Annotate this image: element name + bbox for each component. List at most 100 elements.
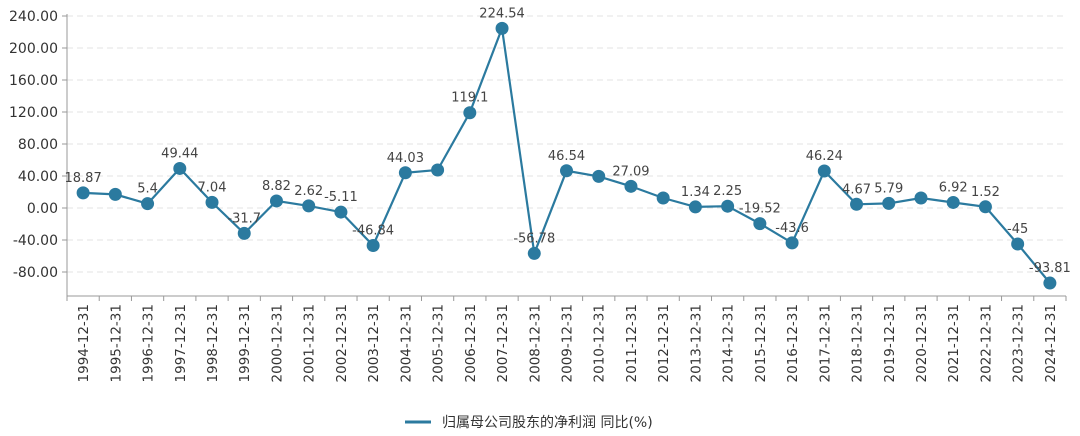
data-point[interactable] (817, 164, 831, 178)
data-label: -45 (1007, 222, 1028, 237)
data-label: 119.1 (451, 91, 488, 106)
x-tick-label: 2009-12-31 (560, 304, 576, 382)
data-point[interactable] (237, 226, 251, 240)
grid-lines (67, 15, 1066, 273)
x-tick-label: 2017-12-31 (817, 304, 833, 382)
data-point[interactable] (269, 194, 283, 208)
x-tick-label: 2002-12-31 (334, 304, 350, 382)
data-point[interactable] (560, 164, 573, 178)
x-axis: 1994-12-31 1995-12-31 1996-12-31 1997-12-31… (66, 296, 1067, 382)
y-axis: -80.00 -40.00 0.00 40.00 80.00 120.00 160.00 20… (9, 9, 67, 281)
x-tick-label: 2000-12-31 (269, 304, 285, 382)
data-point[interactable] (785, 236, 799, 250)
data-label: 224.54 (479, 6, 525, 21)
data-label: 18.87 (65, 171, 102, 186)
data-point[interactable] (721, 199, 735, 213)
x-tick-label: 2018-12-31 (850, 304, 866, 382)
data-label: 27.09 (612, 164, 649, 179)
y-tick-label: 80.00 (18, 137, 58, 153)
data-point[interactable] (850, 197, 864, 211)
data-label: 2.25 (713, 184, 742, 199)
data-point[interactable] (431, 163, 445, 177)
data-point[interactable] (366, 238, 380, 252)
data-point[interactable] (882, 196, 896, 210)
x-tick-label: 2001-12-31 (302, 304, 318, 382)
data-label: 44.03 (387, 151, 424, 166)
x-tick-label: 2023-12-31 (1011, 304, 1027, 382)
y-tick-label: 40.00 (18, 169, 58, 185)
x-tick-label: 1994-12-31 (76, 304, 92, 382)
x-tick-label: 1999-12-31 (237, 304, 253, 382)
x-tick-label: 1998-12-31 (205, 304, 221, 382)
data-label: 7.04 (198, 180, 227, 195)
x-tick-label: 2005-12-31 (431, 304, 447, 382)
x-tick-label: 2004-12-31 (398, 304, 414, 382)
x-tick-label: 2021-12-31 (946, 304, 962, 382)
data-label: -5.11 (324, 190, 358, 205)
x-tick-label: 2003-12-31 (366, 304, 382, 382)
y-tick-label: 200.00 (9, 41, 58, 57)
data-label: 1.52 (971, 185, 1000, 200)
legend[interactable]: 归属母公司股东的净利润 同比(%) (405, 414, 653, 431)
x-tick-label: 2020-12-31 (914, 304, 930, 382)
data-point[interactable] (141, 197, 155, 211)
data-label: 6.92 (939, 180, 968, 195)
x-tick-label: 1997-12-31 (173, 304, 189, 382)
data-label: 46.24 (806, 149, 843, 164)
series-points (76, 21, 1057, 290)
data-labels: 18.87 5.4 49.44 7.04 -31.7 8.82 2.62 -5.11 -46.8… (65, 6, 1071, 276)
data-point[interactable] (173, 161, 187, 175)
data-point[interactable] (76, 186, 90, 200)
data-label: 4.67 (842, 182, 871, 197)
x-tick-label: 2014-12-31 (721, 304, 737, 382)
data-point[interactable] (592, 169, 606, 183)
data-point[interactable] (1043, 276, 1057, 290)
data-point[interactable] (302, 199, 316, 213)
data-label: -19.52 (739, 202, 781, 217)
x-tick-label: 2024-12-31 (1043, 304, 1059, 382)
data-label: 2.62 (294, 184, 323, 199)
data-label: -43.6 (775, 221, 809, 236)
data-label: 49.44 (161, 146, 198, 161)
data-point[interactable] (398, 166, 412, 180)
x-tick-label: 1995-12-31 (108, 304, 124, 382)
data-label: -46.84 (352, 223, 394, 238)
x-tick-label: 2012-12-31 (656, 304, 672, 382)
x-tick-label: 2008-12-31 (527, 304, 543, 382)
data-label: -56.78 (513, 231, 555, 246)
data-point[interactable] (624, 179, 638, 193)
data-point[interactable] (495, 21, 509, 35)
y-tick-label: -80.00 (13, 265, 58, 281)
data-point[interactable] (753, 217, 767, 231)
y-tick-label: 160.00 (9, 73, 58, 89)
x-tick-label: 2013-12-31 (688, 304, 704, 382)
x-tick-label: 2019-12-31 (882, 304, 898, 382)
x-tick-label: 2007-12-31 (495, 304, 511, 382)
data-point[interactable] (205, 195, 219, 209)
x-tick-label: 2016-12-31 (785, 304, 801, 382)
data-point[interactable] (463, 106, 477, 120)
data-point[interactable] (334, 205, 348, 219)
data-point[interactable] (946, 195, 960, 209)
data-point[interactable] (656, 191, 670, 205)
x-tick-label: 2015-12-31 (753, 304, 769, 382)
y-tick-label: -40.00 (13, 233, 58, 249)
data-point[interactable] (527, 246, 541, 260)
x-tick-label: 2011-12-31 (624, 304, 640, 382)
y-tick-label: 0.00 (27, 201, 58, 217)
data-label: 46.54 (548, 149, 585, 164)
y-tick-label: 120.00 (9, 105, 58, 121)
x-tick-label: 1996-12-31 (141, 304, 157, 382)
legend-label: 归属母公司股东的净利润 同比(%) (442, 414, 653, 431)
data-point[interactable] (688, 200, 702, 214)
data-point[interactable] (914, 191, 928, 205)
data-label: 8.82 (262, 179, 291, 194)
data-label: -31.7 (227, 211, 261, 226)
data-point[interactable] (1011, 237, 1025, 251)
x-tick-label: 2010-12-31 (592, 304, 608, 382)
data-point[interactable] (108, 187, 122, 201)
data-point[interactable] (978, 200, 992, 214)
data-label: 5.79 (874, 181, 903, 196)
data-label: -93.81 (1029, 261, 1071, 276)
